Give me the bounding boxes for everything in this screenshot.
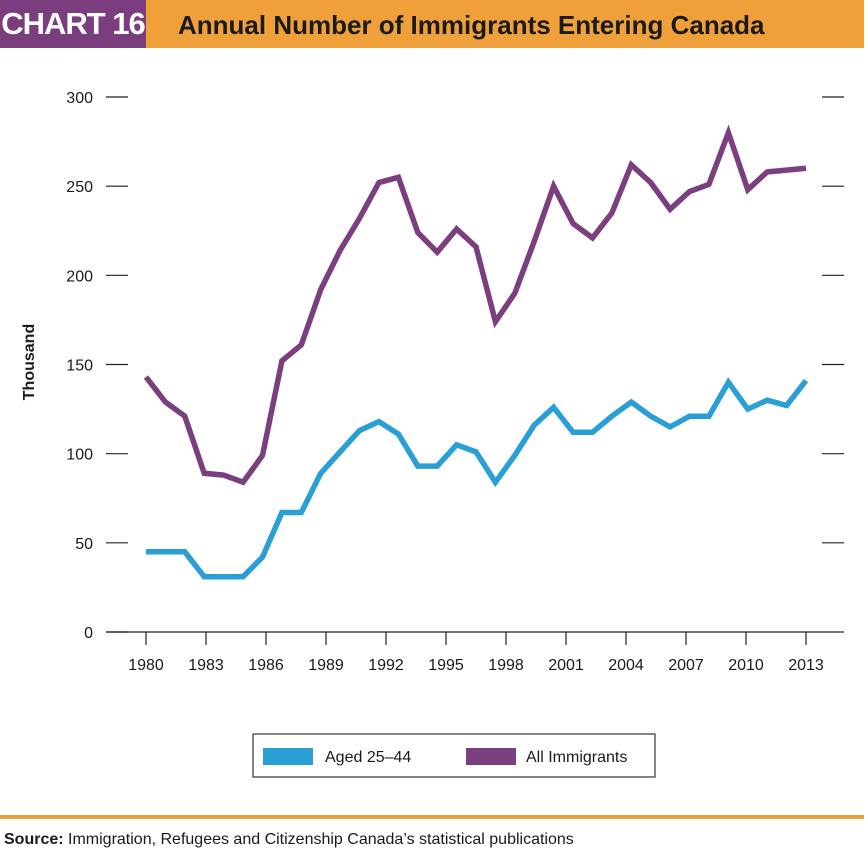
x-tick-label-1989: 1989 bbox=[308, 657, 344, 674]
chart-number-tag: CHART 16 bbox=[0, 0, 146, 48]
legend-swatch-aged-25-44 bbox=[263, 748, 313, 765]
x-tick-label-1995: 1995 bbox=[428, 657, 464, 674]
series-line-aged-25-44 bbox=[146, 377, 809, 580]
y-tick-label-300: 300 bbox=[66, 90, 93, 107]
x-tick-label-2013: 2013 bbox=[788, 657, 824, 674]
y-tick-label-100: 100 bbox=[66, 447, 93, 464]
source-label: Source: bbox=[4, 831, 64, 848]
x-tick-label-1980: 1980 bbox=[128, 657, 164, 674]
chart-title: Annual Number of Immigrants Entering Can… bbox=[146, 0, 864, 48]
legend-box bbox=[252, 733, 656, 778]
y-axis-label: Thousand bbox=[21, 324, 38, 400]
y-tick-label-150: 150 bbox=[66, 358, 93, 375]
series-line-all-immigrants bbox=[143, 124, 807, 486]
line-chart: 0 50 100 150 200 250 300 1980 1983 1986 1989 1992 19… bbox=[21, 90, 844, 778]
x-tick-label-1986: 1986 bbox=[248, 657, 284, 674]
legend-label-all-immigrants: All Immigrants bbox=[526, 749, 627, 766]
y-tick-label-0: 0 bbox=[84, 625, 93, 642]
chart-header: CHART 16 Annual Number of Immigrants Ent… bbox=[0, 0, 864, 48]
x-tick-label-1983: 1983 bbox=[188, 657, 224, 674]
x-tick-label-2010: 2010 bbox=[728, 657, 764, 674]
x-tick-label-2007: 2007 bbox=[668, 657, 704, 674]
legend-swatch-all-immigrants bbox=[466, 748, 516, 765]
footer-divider bbox=[0, 815, 864, 819]
source-text: Immigration, Refugees and Citizenship Ca… bbox=[63, 831, 574, 848]
y-tick-label-200: 200 bbox=[66, 268, 93, 285]
source-note: Source: Immigration, Refugees and Citize… bbox=[4, 831, 574, 849]
y-tick-label-250: 250 bbox=[66, 179, 93, 196]
x-tick-label-1992: 1992 bbox=[368, 657, 404, 674]
x-tick-label-1998: 1998 bbox=[488, 657, 524, 674]
x-tick-label-2001: 2001 bbox=[548, 657, 584, 674]
y-tick-label-50: 50 bbox=[75, 536, 93, 553]
legend-label-aged-25-44: Aged 25–44 bbox=[325, 749, 411, 766]
x-tick-label-2004: 2004 bbox=[608, 657, 644, 674]
